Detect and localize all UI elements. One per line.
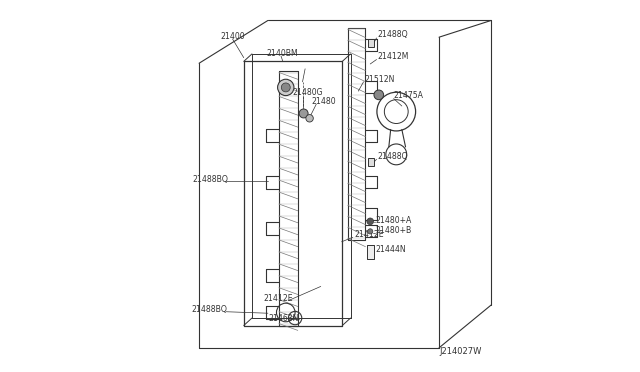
Text: 21475A: 21475A [394, 92, 424, 100]
Circle shape [367, 218, 374, 225]
Text: 21444N: 21444N [376, 245, 406, 254]
Text: J214027W: J214027W [439, 347, 481, 356]
Text: 21412E: 21412E [264, 294, 293, 303]
Circle shape [367, 229, 373, 234]
Circle shape [278, 79, 294, 96]
Text: 21480: 21480 [311, 97, 336, 106]
Text: 21488Q: 21488Q [378, 30, 408, 39]
Text: 21400: 21400 [220, 32, 245, 41]
Text: 21480+A: 21480+A [376, 216, 412, 225]
Bar [367, 158, 374, 166]
Text: 21480G: 21480G [292, 88, 323, 97]
Text: 21488BQ: 21488BQ [191, 305, 228, 314]
Bar [367, 245, 374, 259]
Text: 21480+B: 21480+B [376, 226, 412, 235]
Text: 21463N: 21463N [269, 314, 299, 323]
Text: 21488Q: 21488Q [378, 152, 408, 161]
Circle shape [374, 90, 383, 100]
Circle shape [282, 83, 291, 92]
Text: 21412E: 21412E [354, 230, 384, 239]
Text: 21488BQ: 21488BQ [193, 175, 228, 184]
Text: 2140BM: 2140BM [266, 49, 298, 58]
Text: 21412M: 21412M [378, 52, 409, 61]
Text: 21512N: 21512N [365, 75, 395, 84]
Circle shape [299, 109, 308, 118]
Circle shape [306, 115, 314, 122]
Bar [367, 39, 374, 47]
